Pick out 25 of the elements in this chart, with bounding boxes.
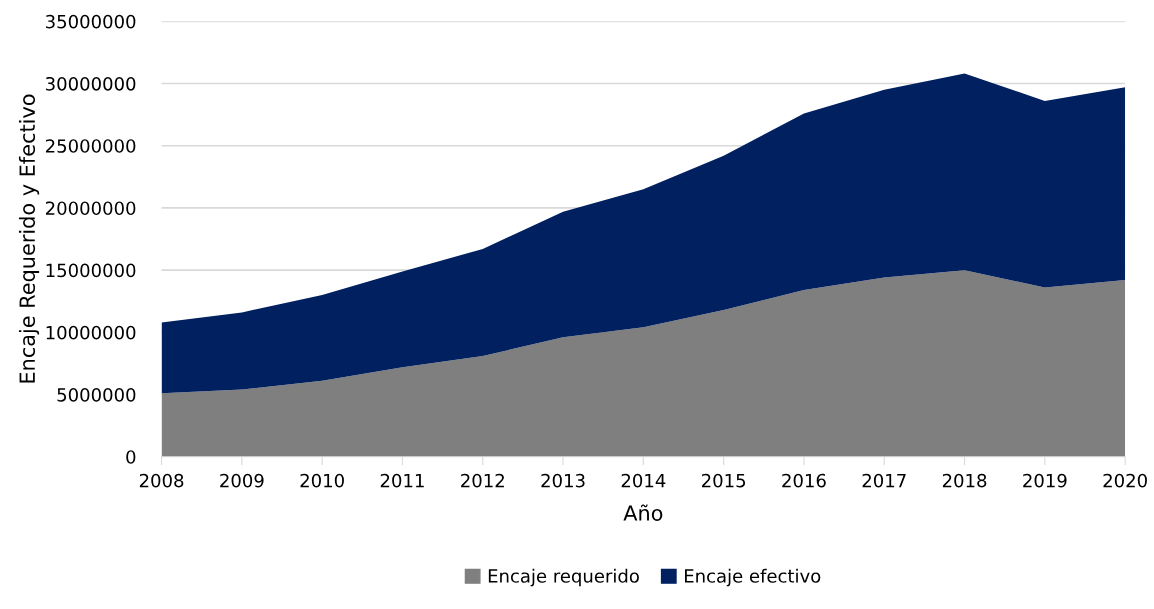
x-tick-label: 2019 [1023,473,1067,488]
x-tick-label: 2008 [139,473,184,488]
x-tick-label: 2020 [1103,473,1147,488]
x-tick-label: 2013 [541,473,585,488]
x-tick-label: 2015 [702,473,746,488]
y-tick-label: 35000000 [46,14,136,29]
x-tick-label: 2010 [300,473,344,488]
y-tick-label: 15000000 [46,263,136,278]
x-tick-label: 2012 [461,473,504,488]
legend-label: Encaje efectivo [685,568,821,587]
x-tick-label: 2011 [380,473,424,488]
x-tick-label: 2017 [862,473,906,488]
x-tick-label: 2016 [782,473,826,488]
y-tick-label: 30000000 [46,76,136,91]
x-tick-label: 2009 [220,473,264,488]
y-tick-label: 20000000 [45,201,136,216]
y-axis-title: Encaje Requerido y Efectivo [18,94,40,383]
y-tick-label: 5000000 [57,388,136,402]
y-tick-label: 0 [126,450,136,464]
y-tick-label: 25000000 [45,139,136,153]
x-tick-label: 2018 [942,473,987,488]
x-tick-label: 2014 [621,473,666,488]
legend-label: Encaje requerido [488,568,639,587]
y-tick-label: 10000000 [46,325,136,340]
x-axis-title: Año [623,504,663,521]
